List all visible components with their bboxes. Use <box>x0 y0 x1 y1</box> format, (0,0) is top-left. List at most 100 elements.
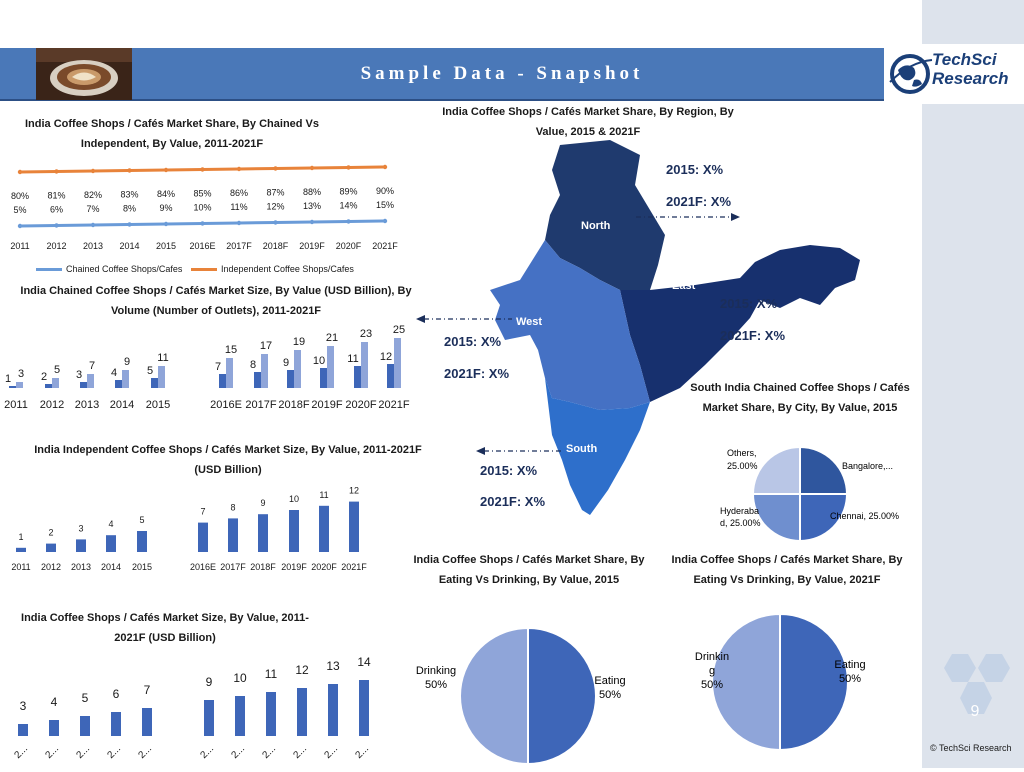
eating-slice-value: 50% <box>839 673 861 685</box>
hexagon-icon <box>978 654 1010 682</box>
map-title: India Coffee Shops / Cafés Market Share,… <box>442 106 734 138</box>
chained-value-bar <box>287 370 294 388</box>
map-label-north: North <box>581 220 611 232</box>
chart3-x-tick: 2016E <box>190 562 216 572</box>
total-size-bar <box>297 688 307 736</box>
chained-value-bar <box>219 374 226 388</box>
city-pie-chart: Bangalore,... Chennai, 25.00% Hyderaba d, 2… <box>720 445 899 543</box>
independent-data-label: 90% <box>376 186 394 196</box>
chained-value-bar <box>9 386 16 388</box>
globe-logo-icon <box>889 54 933 94</box>
drinking-slice <box>711 612 781 752</box>
chained-outlets-bar <box>261 354 268 388</box>
independent-point <box>200 167 205 172</box>
chained-value-label: 7 <box>215 361 221 373</box>
independent-size-label: 3 <box>78 523 83 533</box>
independent-point <box>17 169 23 175</box>
chart1-x-tick: 2021F <box>372 241 398 251</box>
total-size-label: 13 <box>326 659 340 673</box>
independent-size-label: 12 <box>349 486 359 496</box>
north-2021-value: 2021F: X% <box>666 194 732 209</box>
east-2015-value: 2015: X% <box>720 296 778 311</box>
chained-value-label: 3 <box>76 369 82 381</box>
independent-size-label: 4 <box>108 519 113 529</box>
chained-value-label: 1 <box>5 373 11 385</box>
chained-outlets-bar <box>394 338 401 388</box>
chained-value-bar <box>320 368 327 388</box>
independent-data-label: 87% <box>266 188 284 198</box>
independent-size-label: 9 <box>260 498 265 508</box>
chained-value-label: 5 <box>147 365 153 377</box>
hyderabad-label: d, 25.00% <box>720 518 761 528</box>
south-2015-value: 2015: X% <box>480 463 538 478</box>
chained-point <box>163 221 169 227</box>
chart3-x-tick: 2013 <box>71 562 91 572</box>
legend-independent-swatch <box>190 268 217 272</box>
total-size-label: 5 <box>82 691 89 705</box>
chart1-x-tick: 2015 <box>156 241 176 251</box>
hexagon-icon <box>960 682 992 714</box>
pie2021-title: India Coffee Shops / Cafés Market Share,… <box>671 554 903 586</box>
hexagon-icon-group <box>944 654 1010 714</box>
drinking-slice-label: 50% <box>701 679 723 691</box>
india-region-map <box>490 140 860 515</box>
chained-outlets-bar <box>327 346 334 388</box>
bangalore-slice <box>799 445 849 495</box>
map-region-north <box>545 140 665 290</box>
chained-outlets-bar <box>226 358 233 388</box>
independent-size-label: 5 <box>139 515 144 525</box>
chained-data-label: 13% <box>303 201 321 211</box>
total-size-label: 11 <box>265 667 278 681</box>
chained-outlets-bar <box>87 374 94 388</box>
chained-point <box>346 219 351 224</box>
chart2-x-tick: 2021F <box>378 399 409 411</box>
independent-size-bar <box>349 501 359 552</box>
chained-outlets-label: 9 <box>124 356 130 368</box>
map-label-east: East <box>672 280 696 292</box>
chart1-title: India Coffee Shops / Cafés Market Share,… <box>24 118 320 150</box>
chained-outlets-label: 7 <box>89 360 95 372</box>
map-region-south <box>545 378 650 515</box>
chained-value-bar <box>354 366 361 388</box>
total-size-label: 12 <box>295 663 309 677</box>
logo-line1: TechSci <box>932 50 997 69</box>
chained-data-label: 11% <box>230 202 247 212</box>
bangalore-label: Bangalore,... <box>842 461 893 471</box>
hexagon-icon <box>944 654 976 682</box>
chained-point <box>90 222 96 228</box>
drinking-slice-value: 50% <box>425 679 447 691</box>
chained-outlets-label: 19 <box>293 336 305 348</box>
chained-value-bar <box>45 384 52 388</box>
chart2-x-tick: 2020F <box>345 399 376 411</box>
chart3-bar-chart: 1 2011 2 2012 3 2013 4 2014 5 2015 7 2016E 8 2017F 9 20… <box>11 486 367 572</box>
chart1-x-tick: 2019F <box>299 241 325 251</box>
west-2021-value: 2021F: X% <box>444 366 510 381</box>
east-2021-value: 2021F: X% <box>720 328 786 343</box>
chained-outlets-label: 3 <box>18 368 24 380</box>
chart3-x-tick: 2020F <box>311 562 337 572</box>
chart2-x-tick: 2017F <box>245 399 276 411</box>
map-label-west: West <box>516 316 543 328</box>
independent-size-label: 2 <box>48 528 53 538</box>
independent-point <box>346 165 351 170</box>
chained-data-label: 8% <box>123 204 136 214</box>
drinking-slice-label: Drinkin <box>695 651 729 663</box>
chart3-x-tick: 2015 <box>132 562 152 572</box>
legend-chained-swatch <box>36 268 62 272</box>
total-size-bar <box>235 696 245 736</box>
chart3-title: India Independent Coffee Shops / Cafés M… <box>34 444 422 476</box>
dashed-arrow-icon <box>416 213 740 455</box>
chained-value-label: 8 <box>250 359 256 371</box>
independent-size-label: 1 <box>18 532 23 542</box>
total-size-bar <box>266 692 276 736</box>
independent-size-bar <box>258 514 268 552</box>
total-size-label: 14 <box>357 655 371 669</box>
logo-text: TechSci Research <box>932 50 1024 88</box>
chained-outlets-label: 15 <box>225 344 237 356</box>
independent-size-label: 10 <box>289 494 299 504</box>
independent-data-label: 80% <box>11 191 29 201</box>
total-size-bar <box>18 724 28 736</box>
independent-point <box>382 164 388 170</box>
chained-data-label: 12% <box>266 202 284 212</box>
